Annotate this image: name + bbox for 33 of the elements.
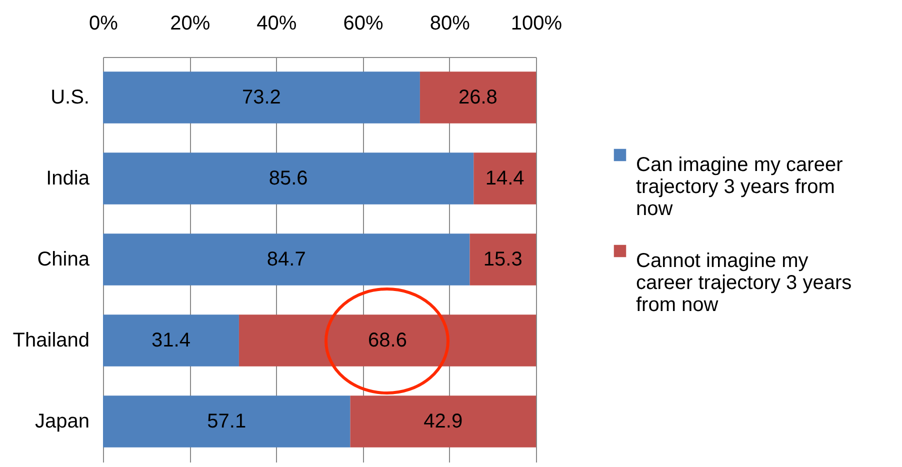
data-label: 84.7 bbox=[266, 248, 306, 270]
data-label: 68.6 bbox=[368, 330, 407, 352]
bar bbox=[103, 152, 474, 204]
y-tick-label: U.S. bbox=[50, 86, 90, 108]
data-label: 15.3 bbox=[483, 248, 522, 270]
bar bbox=[470, 234, 536, 286]
x-tick-label: 0% bbox=[89, 12, 118, 34]
y-tick-label: China bbox=[37, 248, 90, 270]
bar bbox=[420, 72, 536, 124]
bar bbox=[103, 72, 420, 124]
x-tick-label: 80% bbox=[430, 12, 470, 34]
data-label: 14.4 bbox=[485, 168, 524, 190]
data-label: 85.6 bbox=[268, 168, 308, 190]
data-label: 42.9 bbox=[424, 410, 463, 432]
bar bbox=[103, 396, 350, 448]
x-tick-label: 60% bbox=[343, 12, 384, 34]
data-label: 73.2 bbox=[242, 86, 281, 108]
bar bbox=[350, 396, 536, 448]
data-label: 57.1 bbox=[207, 410, 246, 432]
x-tick-label: 40% bbox=[256, 12, 297, 34]
y-tick-label: India bbox=[46, 168, 90, 190]
bar bbox=[103, 314, 239, 366]
x-tick-label: 100% bbox=[510, 12, 562, 34]
data-label: 31.4 bbox=[152, 330, 190, 352]
y-tick-label: Thailand bbox=[12, 330, 90, 352]
legend-label: Cannot imagine my career trajectory 3 years from now bbox=[636, 250, 852, 316]
bar bbox=[474, 152, 536, 204]
bar bbox=[238, 314, 536, 366]
y-tick-label: Japan bbox=[35, 410, 90, 432]
bar bbox=[103, 234, 470, 286]
x-tick-label: 20% bbox=[170, 12, 210, 34]
legend-label: Can imagine my career trajectory 3 years from now bbox=[636, 154, 844, 220]
data-label: 26.8 bbox=[458, 86, 498, 108]
